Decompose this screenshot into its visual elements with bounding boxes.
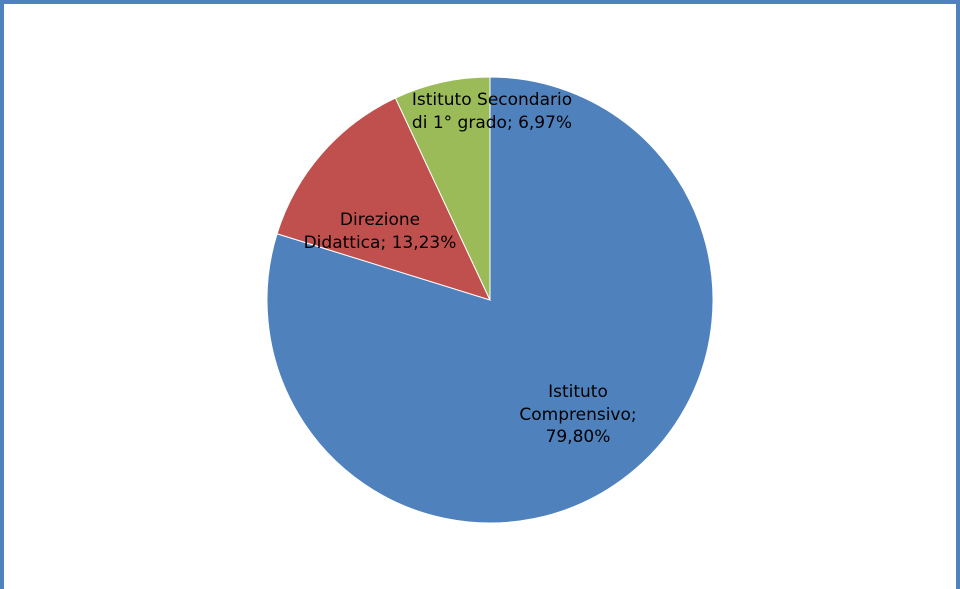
data-label-text: Istituto Secondario di 1° grado; 6,97% [410,89,575,135]
data-label-box: Istituto Secondario di 1° grado; 6,97% [410,62,575,162]
label-separator: ; [506,113,519,133]
data-label: Direzione Didattica; 13,23% [298,182,463,282]
data-label-text: Istituto Comprensivo; 79,80% [496,381,661,450]
data-label: Istituto Comprensivo; 79,80% [496,365,661,465]
data-label-box: Istituto Comprensivo; 79,80% [496,365,661,465]
label-separator: ; [380,233,392,253]
value-label: 79,80% [545,427,611,448]
data-label: Istituto Secondario di 1° grado; 6,97% [410,62,575,162]
category-label: Istituto Comprensivo [519,381,631,425]
data-label-text: Direzione Didattica; 13,23% [298,209,463,255]
label-separator: ; [630,404,637,425]
value-label: 6,97% [518,113,573,133]
category-label: Direzione Didattica [303,210,421,253]
category-label: Istituto Secondario di 1° grado [411,90,573,133]
data-label-box: Direzione Didattica; 13,23% [298,182,463,282]
pie-slice [394,76,491,301]
pie-slice [276,97,491,301]
value-label: 13,23% [391,233,457,253]
